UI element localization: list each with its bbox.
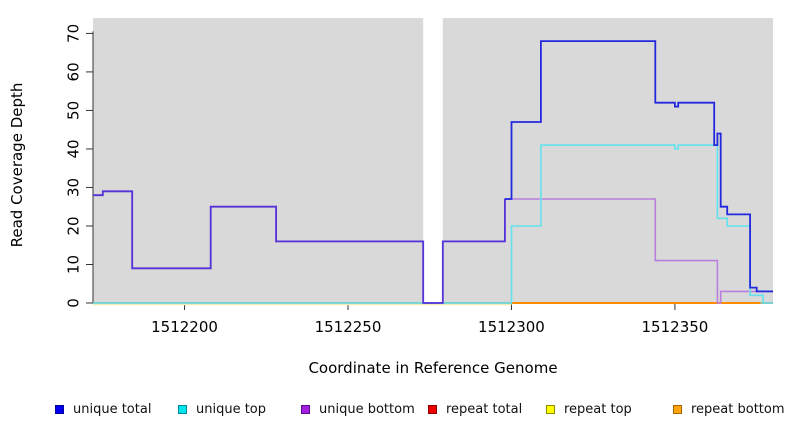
legend-item-repeat-total: repeat total [428, 399, 522, 419]
y-tick-label: 10 [65, 255, 83, 274]
y-tick-label: 40 [65, 139, 83, 158]
legend-item-unique-top: unique top [178, 399, 266, 419]
legend-label: repeat bottom [691, 401, 785, 417]
y-tick-label: 70 [65, 24, 83, 43]
y-tick-label: 0 [65, 298, 83, 308]
y-tick-label: 50 [65, 101, 83, 120]
plot-layer: 0 10 20 30 40 50 60 70 1512200 1512250 1512300 1512… [65, 18, 773, 336]
legend-label: repeat total [446, 401, 523, 417]
x-tick-label: 1512300 [478, 318, 545, 336]
series-unique-top-line [93, 144, 773, 304]
series-unique-total-line [504, 40, 773, 293]
legend-swatch-icon [301, 404, 310, 414]
legend-swatch-icon [178, 404, 187, 414]
x-tick-label: 1512200 [151, 318, 218, 336]
legend: unique total unique top unique bottom repea… [0, 399, 792, 423]
legend-label: unique bottom [319, 401, 415, 417]
legend-swatch-icon [428, 404, 437, 414]
legend-label: unique top [196, 401, 267, 417]
coverage-gap-band [423, 18, 443, 302]
y-tick-label: 30 [65, 178, 83, 197]
x-tick-label: 1512250 [315, 318, 382, 336]
legend-label: repeat top [564, 401, 632, 417]
legend-swatch-icon [673, 404, 682, 414]
legend-item-repeat-bottom: repeat bottom [673, 399, 785, 419]
legend-item-unique-total: unique total [55, 399, 151, 419]
legend-item-repeat-top: repeat top [546, 399, 632, 419]
legend-swatch-icon [55, 404, 64, 414]
y-tick-label: 20 [65, 216, 83, 235]
x-axis-title: Coordinate in Reference Genome [308, 359, 557, 377]
x-tick-label: 1512350 [642, 318, 709, 336]
y-axis-title: Read Coverage Depth [8, 83, 26, 248]
legend-item-unique-bottom: unique bottom [301, 399, 415, 419]
y-tick-label: 60 [65, 62, 83, 81]
legend-swatch-icon [546, 404, 555, 414]
legend-label: unique total [73, 401, 152, 417]
series-unique-total-line-left [93, 190, 506, 304]
